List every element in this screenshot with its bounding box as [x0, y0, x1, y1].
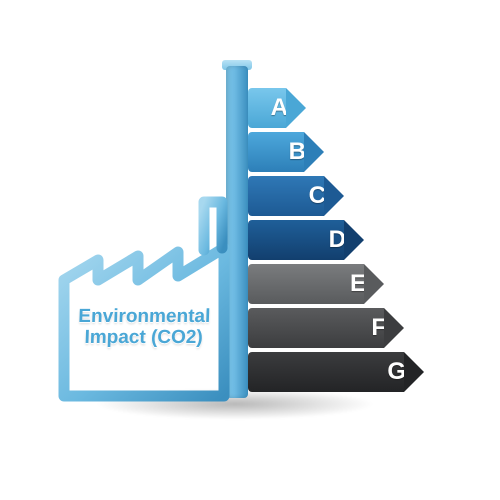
bar-label-g: G [387, 352, 406, 392]
bar-c: C [248, 176, 324, 216]
bar-f: F [248, 308, 384, 348]
bar-label-e: E [350, 264, 366, 304]
rating-bar-c: C [248, 176, 448, 216]
bar-label-f: F [371, 308, 386, 348]
factory-label: Environmental Impact (CO2) [71, 306, 216, 349]
rating-bar-f: F [248, 308, 448, 348]
bar-label-d: D [329, 220, 346, 260]
co2-rating-infographic: A B C D E F [0, 0, 500, 500]
rating-bar-b: B [248, 132, 448, 172]
rating-bar-a: A [248, 88, 448, 128]
rating-bar-e: E [248, 264, 448, 304]
factory-label-line1: Environmental [78, 306, 211, 327]
rating-bar-d: D [248, 220, 448, 260]
factory-label-line2: Impact (CO2) [84, 327, 203, 348]
rating-bars: A B C D E F [248, 88, 448, 396]
rating-bar-g: G [248, 352, 448, 392]
bar-b: B [248, 132, 304, 172]
bar-label-c: C [309, 176, 326, 216]
bar-a: A [248, 88, 286, 128]
bar-g: G [248, 352, 404, 392]
bar-e: E [248, 264, 364, 304]
bar-label-a: A [271, 88, 288, 128]
factory-icon [58, 200, 228, 400]
bar-d: D [248, 220, 344, 260]
bar-label-b: B [289, 132, 306, 172]
